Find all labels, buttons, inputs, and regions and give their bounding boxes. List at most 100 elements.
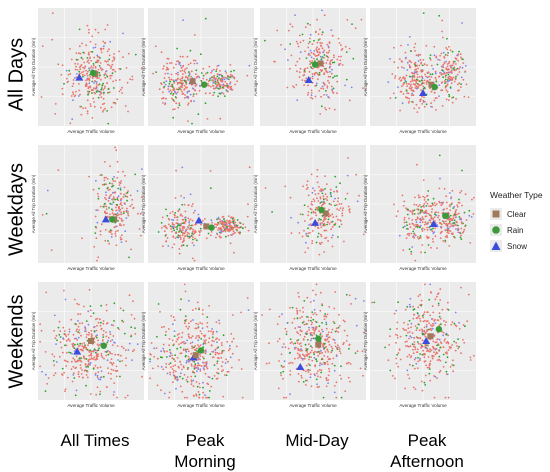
data-point — [296, 311, 299, 313]
data-point — [80, 113, 83, 116]
data-point — [339, 374, 341, 377]
data-point — [466, 320, 469, 323]
data-point — [204, 92, 207, 95]
data-point — [97, 371, 100, 373]
data-point — [80, 360, 83, 363]
data-point — [345, 362, 348, 365]
data-point — [405, 237, 408, 240]
data-point — [301, 315, 303, 318]
data-point — [202, 74, 205, 77]
data-point — [426, 366, 429, 369]
data-point — [168, 363, 171, 366]
data-point — [305, 333, 308, 335]
data-point — [104, 239, 107, 242]
data-point — [204, 218, 206, 220]
data-point — [397, 301, 399, 304]
data-point — [419, 237, 422, 239]
data-point — [190, 83, 193, 86]
data-point — [74, 77, 76, 79]
data-point — [194, 348, 197, 351]
row-label-all-days: All Days — [5, 37, 28, 112]
data-point — [174, 364, 177, 367]
data-point — [173, 375, 176, 377]
data-point — [278, 360, 280, 362]
data-point — [167, 72, 169, 75]
data-point — [412, 317, 415, 320]
data-point — [339, 352, 342, 355]
data-point — [348, 347, 350, 350]
data-point — [330, 228, 332, 231]
data-point — [321, 303, 323, 306]
data-point — [202, 77, 205, 80]
data-point — [189, 49, 192, 52]
data-point — [433, 54, 436, 57]
data-point — [431, 354, 434, 357]
data-point — [406, 61, 409, 64]
data-point — [99, 390, 102, 393]
data-point — [442, 36, 444, 39]
data-point — [85, 358, 88, 360]
rain-mean-marker — [109, 216, 116, 223]
data-point — [290, 216, 292, 219]
data-point — [432, 355, 435, 357]
data-point — [423, 381, 426, 384]
data-point — [93, 87, 95, 89]
data-point — [418, 315, 420, 317]
data-point — [78, 70, 81, 73]
data-point — [421, 314, 424, 317]
data-point — [86, 110, 89, 113]
data-point — [89, 309, 92, 312]
data-point — [307, 235, 309, 238]
data-point — [264, 39, 266, 42]
data-point — [430, 216, 433, 219]
data-point — [420, 380, 423, 383]
data-point — [44, 373, 47, 376]
data-point — [440, 226, 443, 228]
data-point — [69, 73, 72, 75]
data-point — [424, 100, 426, 103]
data-point — [200, 223, 202, 226]
data-point — [336, 75, 338, 77]
data-point — [112, 335, 115, 337]
data-point — [74, 343, 76, 346]
data-point — [433, 351, 435, 353]
data-point — [446, 63, 449, 65]
data-point — [281, 346, 284, 348]
data-point — [314, 364, 317, 367]
data-point — [413, 367, 416, 370]
data-point — [182, 232, 184, 235]
data-point — [445, 373, 448, 375]
data-point — [439, 323, 442, 326]
data-point — [181, 377, 184, 380]
data-point — [223, 78, 226, 81]
data-point — [154, 45, 157, 48]
data-point — [332, 216, 335, 219]
data-point — [410, 232, 413, 235]
data-point — [302, 74, 305, 77]
data-point — [80, 64, 83, 66]
data-point — [409, 335, 412, 338]
data-point — [111, 178, 114, 180]
legend-item-rain: Rain — [490, 222, 550, 238]
data-point — [441, 203, 444, 205]
data-point — [197, 358, 200, 361]
data-point — [302, 381, 305, 383]
data-point — [447, 308, 450, 311]
data-point — [207, 383, 210, 386]
data-point — [113, 53, 115, 55]
data-point — [118, 79, 121, 81]
data-point — [175, 340, 178, 343]
data-point — [63, 359, 66, 362]
data-point — [280, 353, 283, 356]
y-axis-label: Average All Trip Duration (min) — [363, 174, 368, 233]
data-point — [453, 219, 456, 222]
data-point — [191, 224, 194, 227]
data-point — [219, 92, 222, 95]
data-point — [78, 83, 80, 85]
data-point — [415, 362, 418, 365]
data-point — [191, 219, 194, 222]
data-point — [198, 308, 201, 311]
data-point — [307, 319, 310, 322]
data-point — [446, 65, 449, 68]
